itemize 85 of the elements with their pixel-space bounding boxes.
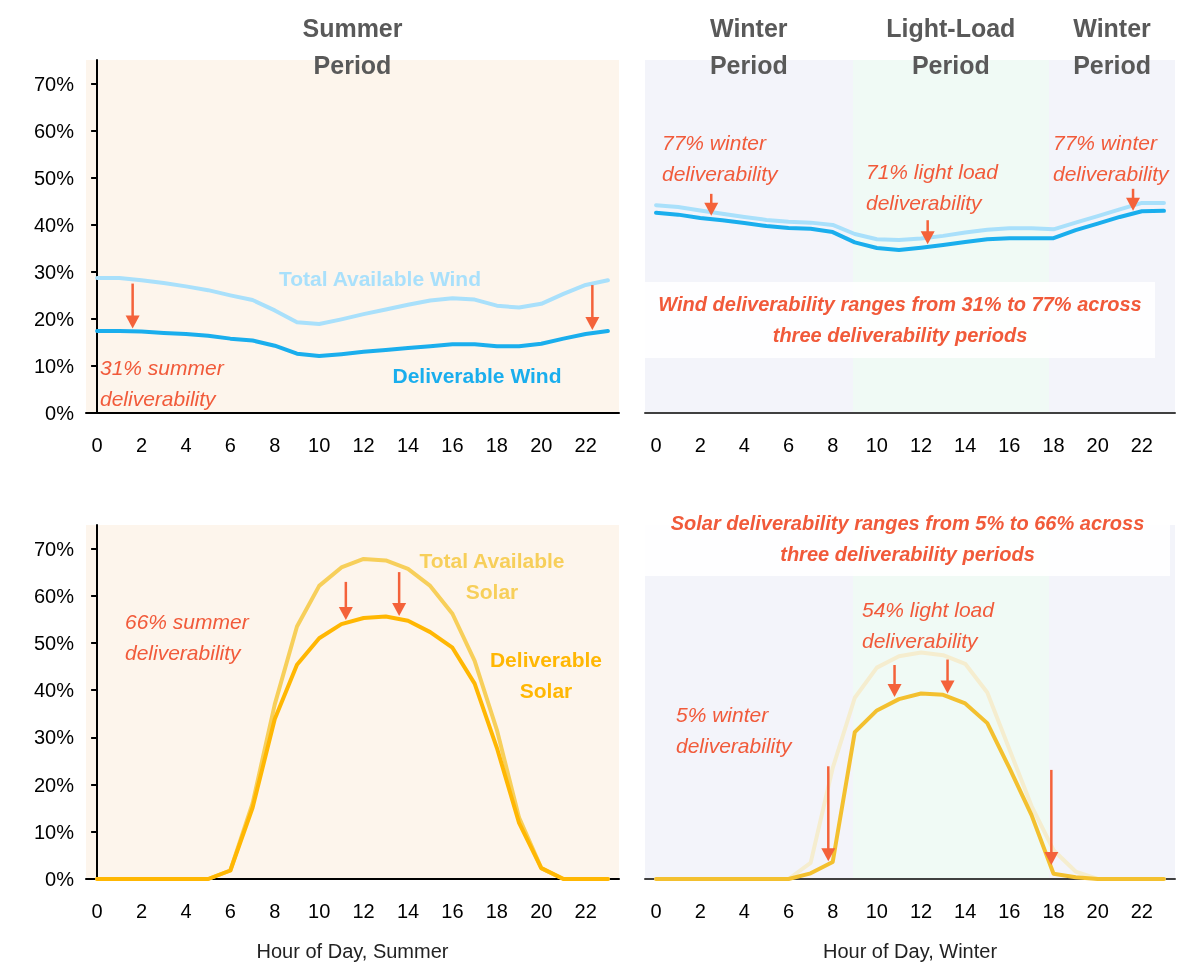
y-tick-label: 0% <box>45 868 75 890</box>
x-tick-label: 14 <box>954 900 977 922</box>
x-axis-title: Hour of Day, Winter <box>822 940 998 962</box>
x-tick-label: 20 <box>1086 434 1109 456</box>
band-label: Light-Load Period <box>885 13 1017 81</box>
x-tick-label: 14 <box>954 434 977 456</box>
x-tick-label: 0 <box>650 900 662 922</box>
x-tick-label: 10 <box>865 434 888 456</box>
line-series <box>95 329 610 359</box>
x-tick-label: 8 <box>827 434 839 456</box>
y-tick-label: 60% <box>33 584 75 607</box>
band-label: Summer Period <box>301 13 404 81</box>
x-tick-label: 18 <box>485 434 508 456</box>
x-tick-label: 10 <box>865 900 888 922</box>
text: Solar deliverability ranges from 5% to 66% across three deliverability periods <box>669 511 1146 567</box>
x-tick-label: 6 <box>224 434 236 456</box>
y-tick-label: 50% <box>33 632 75 654</box>
x-tick-label: 2 <box>135 900 148 922</box>
series-label: Total Available Wind <box>278 266 482 292</box>
annotation: 66% summer deliverability <box>125 610 249 664</box>
x-tick-label: 10 <box>308 434 331 456</box>
band-label: Winter Period <box>708 13 789 81</box>
x-tick-label: 2 <box>694 900 706 922</box>
x-tick-label: 12 <box>352 434 375 456</box>
x-tick-label: 8 <box>827 900 839 922</box>
x-tick-label: 8 <box>269 434 281 456</box>
x-tick-label: 4 <box>738 900 750 922</box>
x-tick-label: 0 <box>650 434 662 456</box>
x-tick-label: 16 <box>998 434 1021 456</box>
x-tick-label: 18 <box>1042 434 1065 456</box>
band-label: Winter Period <box>1072 13 1152 81</box>
x-tick-label: 14 <box>396 434 420 456</box>
annotation: Wind deliverability ranges from 31% to 77% across three deliverability periods <box>657 292 1143 348</box>
line-series <box>95 614 610 881</box>
y-tick-label: 20% <box>33 773 75 796</box>
x-tick-label: 12 <box>352 900 375 922</box>
x-axis-title: Hour of Day, Summer <box>256 940 449 962</box>
series-label: Total Available Solar <box>418 548 566 605</box>
x-tick-label: 20 <box>530 434 553 456</box>
x-tick-label: 22 <box>574 900 597 922</box>
x-tick-label: 8 <box>269 900 281 922</box>
x-tick-label: 22 <box>1130 434 1153 456</box>
x-tick-label: 10 <box>308 900 331 922</box>
x-tick-label: 20 <box>1086 900 1109 922</box>
annotation: 71% light load deliverability <box>866 160 998 214</box>
y-tick-label: 60% <box>33 119 75 142</box>
y-tick-label: 10% <box>33 820 75 843</box>
series-label: Deliverable Solar <box>488 647 604 704</box>
x-tick-label: 12 <box>909 900 933 922</box>
x-tick-label: 6 <box>782 434 795 456</box>
x-tick-label: 16 <box>998 900 1021 922</box>
x-tick-label: 18 <box>485 900 508 922</box>
annotation: 31% summer deliverability <box>100 356 224 410</box>
x-tick-label: 18 <box>1042 900 1065 922</box>
x-tick-label: 0 <box>91 434 103 456</box>
annotation: 54% light load deliverability <box>862 598 994 652</box>
x-tick-label: 2 <box>694 434 706 456</box>
x-tick-label: 4 <box>738 434 750 456</box>
x-tick-label: 16 <box>441 434 464 456</box>
x-tick-label: 22 <box>1130 900 1153 922</box>
y-tick-label: 70% <box>33 72 75 95</box>
annotation: 5% winter deliverability <box>676 703 792 757</box>
x-tick-label: 14 <box>396 900 420 922</box>
series-label: Deliverable Wind <box>392 363 562 389</box>
y-tick-label: 40% <box>33 213 75 236</box>
x-tick-label: 2 <box>135 434 148 456</box>
x-tick-label: 16 <box>441 900 464 922</box>
y-tick-label: 0% <box>45 402 75 424</box>
y-tick-label: 10% <box>33 354 75 377</box>
x-tick-label: 0 <box>91 900 103 922</box>
x-tick-label: 22 <box>574 434 597 456</box>
x-tick-label: 6 <box>782 900 795 922</box>
annotation: 77% winter deliverability <box>1053 131 1169 185</box>
annotation: 77% winter deliverability <box>662 131 778 185</box>
y-tick-label: 70% <box>33 537 75 560</box>
y-tick-label: 40% <box>33 679 75 702</box>
y-tick-label: 30% <box>33 726 75 749</box>
x-tick-label: 20 <box>530 900 553 922</box>
x-tick-label: 4 <box>180 434 192 456</box>
x-tick-label: 12 <box>909 434 933 456</box>
y-tick-label: 20% <box>33 307 75 330</box>
y-tick-label: 30% <box>33 260 75 283</box>
x-tick-label: 6 <box>224 900 236 922</box>
y-tick-label: 50% <box>33 166 75 189</box>
x-tick-label: 4 <box>180 900 192 922</box>
